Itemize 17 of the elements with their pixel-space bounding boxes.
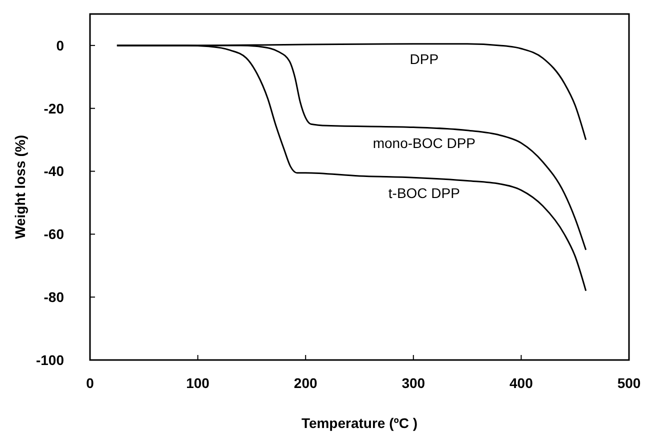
x-tick-label: 300	[402, 375, 426, 391]
series-label: DPP	[410, 50, 439, 67]
y-tick-label: 0	[56, 37, 64, 54]
x-tick-label: 500	[617, 375, 641, 391]
y-tick-label: -80	[44, 288, 64, 305]
y-tick-label: -40	[44, 163, 64, 180]
x-tick-label: 100	[186, 375, 210, 391]
x-axis-title: Temperature (ºC )	[301, 415, 418, 431]
y-tick-label: -60	[44, 226, 64, 242]
y-tick-label: -20	[44, 100, 64, 116]
x-tick-label: 0	[86, 375, 94, 391]
series-label: t-BOC DPP	[388, 185, 460, 202]
y-axis-title: Weight loss (%)	[12, 135, 28, 239]
series-label: mono-BOC DPP	[372, 134, 476, 151]
x-tick-label: 200	[294, 375, 318, 391]
x-tick-label: 400	[510, 375, 534, 391]
y-tick-label: -100	[36, 352, 64, 368]
